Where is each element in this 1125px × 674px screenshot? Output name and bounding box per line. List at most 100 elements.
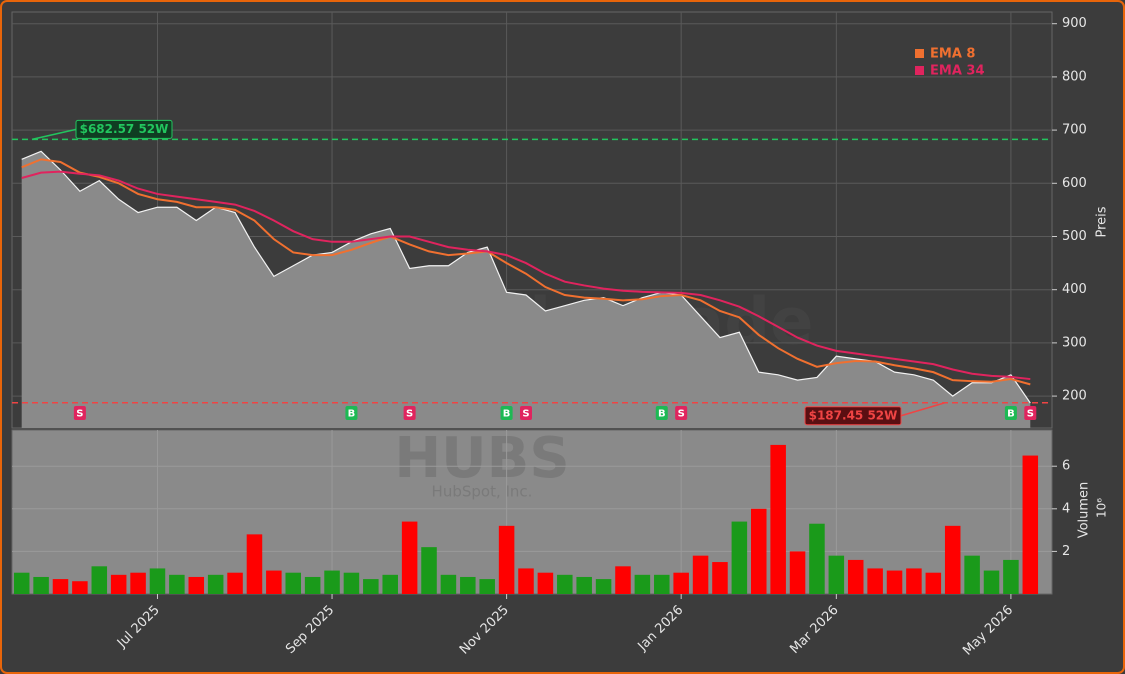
y-tick-label: 4 (1062, 501, 1070, 516)
volume-bar (324, 570, 340, 594)
volume-bar (576, 576, 592, 594)
signal-badge (345, 406, 358, 420)
price-line (21, 150, 1031, 404)
volume-bar (750, 508, 767, 594)
volume-bar (72, 581, 88, 594)
volume-bar (692, 555, 709, 594)
reference-label: $187.45 52W (809, 408, 898, 422)
signal-badge (403, 406, 416, 420)
volume-bar (615, 566, 631, 594)
y-tick-label: 500 (1062, 229, 1087, 244)
volume-bar (595, 579, 612, 594)
volume-bar (712, 562, 728, 594)
y-tick-label: 600 (1062, 176, 1087, 191)
signal-badge (1024, 406, 1037, 420)
volume-bar (828, 555, 845, 594)
ema-line (21, 158, 1031, 386)
signal-badge (73, 406, 86, 420)
volume-bar (557, 574, 573, 594)
volume-area (11, 429, 1053, 595)
volume-bar (770, 444, 786, 594)
volume-bar (382, 574, 398, 594)
volume-bar (673, 572, 689, 594)
volume-bar (460, 576, 476, 594)
volume-bar (634, 574, 651, 594)
y-tick-label: 900 (1062, 16, 1087, 31)
volume-bar (440, 574, 457, 594)
volume-bar (246, 534, 263, 594)
volume-bar (479, 579, 495, 594)
y-axis-label: Preis (1095, 206, 1110, 237)
volume-bar (1022, 455, 1039, 594)
y-tick-label: 400 (1062, 282, 1087, 297)
reference-label: $682.57 52W (80, 122, 169, 136)
y-scale-label: 10⁶ (1095, 498, 1109, 518)
signal-badge (1004, 406, 1017, 420)
volume-bar (789, 551, 806, 594)
y-tick-label: 300 (1062, 335, 1087, 350)
volume-bar (149, 568, 166, 594)
volume-bar (518, 568, 534, 594)
label-box (804, 406, 902, 426)
volume-bar (227, 572, 243, 594)
ema-line (21, 170, 1031, 381)
volume-bar (498, 525, 515, 594)
legend-swatch (915, 49, 924, 58)
watermark-company: HubSpot, Inc. (432, 483, 533, 501)
signal-label: B (503, 409, 511, 420)
volume-bar (964, 555, 980, 594)
signal-label: S (76, 409, 83, 420)
volume-bar (266, 570, 282, 594)
signal-badge (500, 406, 513, 420)
y-tick-label: 200 (1062, 389, 1087, 404)
legend-label: EMA 34 (930, 64, 985, 79)
signal-label: S (1027, 409, 1034, 420)
signal-badge (675, 406, 688, 420)
volume-bar (207, 574, 224, 594)
signal-label: S (522, 409, 529, 420)
volume-bar (886, 570, 903, 594)
volume-bar (285, 572, 302, 594)
volume-bar (925, 572, 942, 594)
volume-bar (188, 576, 205, 594)
watermark-ticker: HUBS (394, 426, 569, 491)
legend-swatch (915, 66, 924, 75)
label-arrow (900, 402, 946, 417)
y-tick-label: 6 (1062, 459, 1070, 474)
volume-bar (537, 572, 554, 594)
price-area (21, 151, 1031, 428)
signal-label: B (658, 409, 666, 420)
signal-label: B (1007, 409, 1015, 420)
volume-bar (867, 568, 883, 594)
y-tick-label: 800 (1062, 69, 1087, 84)
volume-bar (91, 566, 108, 594)
signal-label: S (406, 409, 413, 420)
volume-bar (731, 521, 748, 594)
volume-bar (110, 574, 127, 594)
volume-bar (169, 574, 185, 594)
volume-bar (1003, 559, 1019, 594)
y-tick-label: 700 (1062, 123, 1087, 138)
label-box (75, 119, 173, 139)
y-axis-label: Volumen (1077, 482, 1092, 539)
volume-bar (343, 572, 360, 594)
signal-label: B (348, 409, 356, 420)
volume-bar (52, 579, 69, 594)
signal-badge (520, 406, 532, 420)
volume-bar (33, 576, 49, 594)
volume-bar (983, 570, 1000, 594)
legend-label: EMA 8 (930, 47, 975, 62)
volume-bar (130, 572, 146, 594)
signal-label: S (678, 409, 685, 420)
signal-badge (655, 406, 668, 420)
volume-bar (13, 572, 30, 594)
label-arrow (31, 128, 77, 141)
volume-bar (421, 547, 437, 594)
volume-bar (906, 568, 922, 594)
volume-bar (401, 521, 418, 594)
y-tick-label: 2 (1062, 544, 1070, 559)
volume-bar (944, 525, 961, 594)
volume-bar (363, 579, 379, 594)
volume-bar (847, 559, 864, 594)
